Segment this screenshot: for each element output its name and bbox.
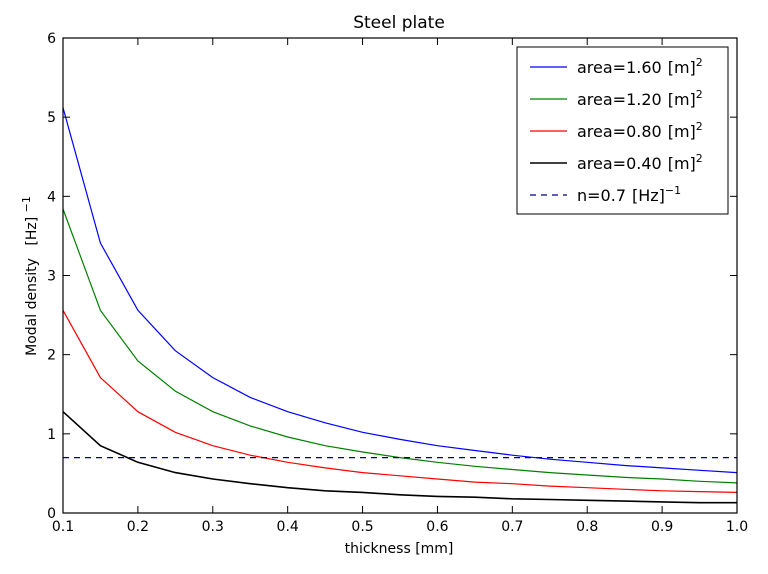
y-axis-label-unit: [Hz] (24, 217, 40, 246)
x-tick-label: 0.6 (426, 519, 448, 535)
y-tick-label: 6 (47, 31, 56, 47)
x-tick-label: 1.0 (726, 519, 748, 535)
x-tick-label: 0.5 (351, 519, 373, 535)
x-tick-label: 0.9 (651, 519, 673, 535)
x-axis-label: thickness [mm] (345, 541, 454, 557)
legend-entry-3: area=0.40 [m]2 (577, 152, 703, 173)
legend-label: n=0.7 (577, 186, 626, 205)
y-tick-label: 1 (47, 427, 56, 443)
y-tick-label: 0 (47, 506, 56, 522)
series-line-2 (62, 310, 738, 493)
x-tick-label: 0.3 (202, 519, 224, 535)
legend-unit-sup: 2 (696, 152, 703, 165)
legend-unit: [m] (668, 122, 696, 141)
series-line-0 (62, 107, 738, 474)
x-tick-label: 0.7 (501, 519, 523, 535)
legend-unit: [Hz] (632, 186, 665, 205)
legend-label: area=0.80 (577, 122, 662, 141)
legend-unit-sup: 2 (696, 88, 703, 101)
x-tick-label: 0.2 (127, 519, 149, 535)
legend-label: area=1.20 (577, 90, 662, 109)
legend-entry-0: area=1.60 [m]2 (577, 56, 703, 77)
y-tick-label: 2 (47, 348, 56, 364)
series-line-3 (62, 411, 737, 504)
legend-label: area=0.40 (577, 154, 662, 173)
y-tick-label: 5 (47, 110, 56, 126)
y-tick-label: 4 (47, 189, 56, 205)
legend-unit-sup: 2 (696, 120, 703, 133)
legend-unit-sup: 2 (696, 56, 703, 69)
y-axis-label-unit-sup: −1 (20, 196, 33, 212)
legend-unit-sup: −1 (665, 184, 681, 197)
legend-unit: [m] (668, 90, 696, 109)
legend-entry-1: area=1.20 [m]2 (577, 88, 703, 109)
x-tick-label: 0.1 (52, 519, 74, 535)
chart-title: Steel plate (353, 13, 445, 33)
x-tick-label: 0.8 (576, 519, 598, 535)
series-layer (62, 107, 738, 504)
x-tick-label: 0.4 (277, 519, 299, 535)
y-tick-label: 3 (47, 269, 56, 285)
series-line-1 (62, 208, 738, 484)
legend-label: area=1.60 (577, 58, 662, 77)
legend-entry-4: n=0.7 [Hz]−1 (577, 184, 681, 205)
legend-entry-2: area=0.80 [m]2 (577, 120, 703, 141)
legend-unit: [m] (668, 154, 696, 173)
y-axis-label: Modal density [Hz] −1 (20, 196, 40, 356)
legend-unit: [m] (668, 58, 696, 77)
y-axis-label-text: Modal density (24, 258, 40, 356)
ticks-layer: 0.1 0.2 0.3 0.4 0.5 0.6 0.7 0.8 0.9 1.0 0 1 2 3 4 5 6 (47, 31, 748, 535)
